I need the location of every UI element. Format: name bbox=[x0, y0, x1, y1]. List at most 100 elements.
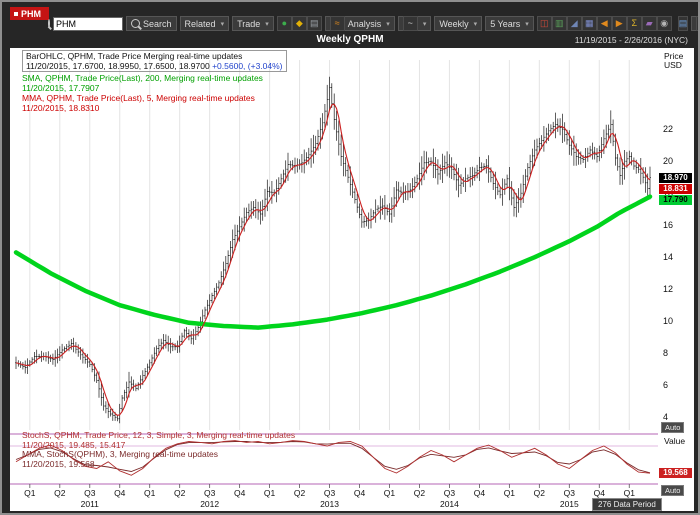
legend-ohlc-values: 11/20/2015, 17.6700, 18.9950, 17.6500, 1… bbox=[26, 61, 210, 71]
x-axis-quarter-label: Q3 bbox=[323, 488, 336, 498]
x-axis-year-label: 2014 bbox=[439, 499, 459, 509]
pan-left-icon[interactable]: ◀ bbox=[596, 16, 612, 31]
x-axis-quarter-label: Q4 bbox=[593, 488, 605, 498]
legend-sma-series[interactable]: SMA, QPHM, Trade Price(Last), 200, Mergi… bbox=[22, 73, 263, 83]
related-dropdown[interactable]: Related bbox=[179, 16, 230, 31]
legend-ohlc-merging: Merging real-time updates bbox=[143, 51, 243, 61]
legend-sma-value: 11/20/2015, 17.7907 bbox=[22, 83, 100, 93]
period-dropdown[interactable]: Weekly bbox=[434, 16, 483, 31]
legend-stoch-series[interactable]: StochS, QPHM, Trade Price, 12, 3, Simple… bbox=[22, 430, 296, 440]
legend-ohlc-series: BarOHLC, QPHM, Trade Price bbox=[26, 51, 142, 61]
legend-stoch-mma-value: 11/20/2015, 19.568 bbox=[22, 458, 95, 469]
analysis-icon: ≈ bbox=[329, 16, 345, 31]
sma-price-flag: 17.790 bbox=[659, 194, 692, 205]
price-tick-label: 22 bbox=[663, 124, 674, 135]
x-axis-year-label: 2012 bbox=[200, 499, 220, 509]
alerts-icon[interactable]: ◆ bbox=[291, 16, 307, 31]
sum-icon[interactable]: Σ bbox=[626, 16, 642, 31]
price-tick-label: 14 bbox=[663, 252, 674, 263]
legend-stoch: StochS, QPHM, Trade Price, 12, 3, Simple… bbox=[22, 430, 296, 469]
area-chart-icon[interactable]: ◢ bbox=[566, 16, 582, 31]
trade-dropdown[interactable]: Trade bbox=[232, 16, 274, 31]
auto-scale-button-main[interactable]: Auto bbox=[661, 422, 685, 433]
bar-chart-icon[interactable]: ▥ bbox=[551, 16, 567, 31]
price-tick-label: 16 bbox=[663, 220, 674, 231]
x-axis-quarter-label: Q4 bbox=[114, 488, 126, 498]
legend-mma-value: 11/20/2015, 18.8310 bbox=[22, 103, 100, 113]
data-period-button[interactable]: 276 Data Period bbox=[592, 498, 662, 511]
price-tick-label: 4 bbox=[663, 412, 669, 423]
snapshot-icon[interactable]: ◉ bbox=[656, 16, 672, 31]
price-chart-svg[interactable] bbox=[10, 48, 658, 511]
x-axis-quarter-label: Q2 bbox=[54, 488, 66, 498]
x-axis-year-label: 2015 bbox=[559, 499, 579, 509]
price-axis-strip: Price USD 22201816141210864 18.97018.831… bbox=[658, 48, 694, 511]
x-axis-quarter-label: Q3 bbox=[563, 488, 575, 498]
x-axis-quarter-label: Q2 bbox=[413, 488, 426, 498]
menu-dropdown[interactable]: ≡ Menu bbox=[691, 16, 698, 31]
range-dropdown-label: 5 Years bbox=[490, 18, 521, 29]
last-price-flag: 18.970 bbox=[659, 172, 692, 183]
x-axis-quarter-label: Q1 bbox=[383, 488, 396, 498]
price-axis-title: Price USD bbox=[664, 51, 684, 70]
x-axis-quarter-label: Q2 bbox=[293, 488, 306, 498]
x-axis-quarter-label: Q1 bbox=[503, 488, 516, 498]
x-axis-quarter-label: Q3 bbox=[443, 488, 456, 498]
x-axis-quarter-label: Q2 bbox=[174, 488, 186, 498]
analysis-dropdown-label: Analysis bbox=[347, 18, 382, 29]
x-axis-quarter-label: Q1 bbox=[24, 488, 36, 498]
date-range: 11/19/2015 - 2/26/2016 (NYC) bbox=[574, 35, 688, 45]
panel-icon[interactable]: ▤ bbox=[677, 16, 689, 31]
search-button[interactable]: Search bbox=[126, 16, 177, 31]
price-tick-label: 10 bbox=[663, 316, 674, 327]
chart-title: Weekly QPHM bbox=[316, 34, 384, 45]
x-axis-quarter-label: Q1 bbox=[623, 488, 635, 498]
pan-right-icon[interactable]: ▶ bbox=[611, 16, 627, 31]
ticker-input[interactable] bbox=[53, 16, 123, 31]
legend-stoch-mma-series[interactable]: MMA, StochS(QPHM), 3, Merging real-time … bbox=[22, 449, 219, 459]
candlestick-chart-icon[interactable]: ◫ bbox=[536, 16, 552, 31]
toolbar-mid-icons: ● ◆ ▤ bbox=[276, 16, 322, 31]
search-button-label: Search bbox=[143, 18, 172, 29]
related-dropdown-label: Related bbox=[184, 18, 216, 29]
title-bar: Weekly QPHM 11/19/2015 - 2/26/2016 (NYC) bbox=[10, 34, 690, 47]
legend-ohlc-change: +0.5600, (+3.04%) bbox=[212, 61, 283, 71]
layout-icon[interactable]: ▤ bbox=[306, 16, 322, 31]
chart-style-dropdown[interactable]: ~ bbox=[397, 16, 432, 31]
draw-tool-icon[interactable]: ▰ bbox=[641, 16, 657, 31]
stoch-axis-title: Value bbox=[664, 436, 686, 446]
x-axis-quarter-label: Q1 bbox=[144, 488, 156, 498]
legend-stoch-values: 11/20/2015, 19.485, 15.417 bbox=[22, 439, 126, 450]
stoch-value-flag: 19.568 bbox=[659, 468, 692, 479]
x-axis-quarter-label: Q2 bbox=[533, 488, 545, 498]
menu-lines-icon: ≡ bbox=[696, 16, 698, 31]
price-tick-label: 12 bbox=[663, 284, 674, 295]
analysis-dropdown[interactable]: ≈ Analysis bbox=[324, 16, 395, 31]
legend-mma-series[interactable]: MMA, QPHM, Trade Price(Last), 5, Merging… bbox=[22, 93, 255, 103]
x-axis-quarter-label: Q3 bbox=[203, 488, 216, 498]
mma-price-flag: 18.831 bbox=[659, 183, 692, 194]
x-axis-quarter-label: Q1 bbox=[263, 488, 276, 498]
price-tick-label: 20 bbox=[663, 156, 674, 167]
auto-scale-button-stoch[interactable]: Auto bbox=[661, 485, 685, 496]
app-tab-phm[interactable]: PHM bbox=[10, 7, 49, 20]
chart-area: BarOHLC, QPHM, Trade Price Merging real-… bbox=[10, 48, 694, 511]
price-tick-label: 6 bbox=[663, 380, 669, 391]
x-axis-quarter-label: Q3 bbox=[84, 488, 96, 498]
x-axis-quarter-label: Q4 bbox=[233, 488, 246, 498]
x-axis-year-label: 2013 bbox=[320, 499, 339, 509]
legend-main: BarOHLC, QPHM, Trade Price Merging real-… bbox=[22, 50, 287, 113]
toolbar: Search Related Trade ●◆▤ ≈ Analysis ~ We… bbox=[48, 14, 698, 33]
quote-search-icon[interactable] bbox=[48, 19, 50, 28]
app-tab-label: PHM bbox=[21, 8, 41, 19]
period-dropdown-label: Weekly bbox=[439, 18, 469, 29]
grid-view-icon[interactable]: ▦ bbox=[581, 16, 597, 31]
chart-style-icon: ~ bbox=[402, 16, 418, 31]
price-tick-label: 8 bbox=[663, 348, 669, 359]
range-dropdown[interactable]: 5 Years bbox=[485, 16, 534, 31]
search-icon bbox=[131, 19, 140, 28]
legend-ohlc-box[interactable]: BarOHLC, QPHM, Trade Price Merging real-… bbox=[22, 50, 287, 72]
quote-status-icon[interactable]: ● bbox=[276, 16, 292, 31]
x-axis-quarter-label: Q4 bbox=[473, 488, 486, 498]
